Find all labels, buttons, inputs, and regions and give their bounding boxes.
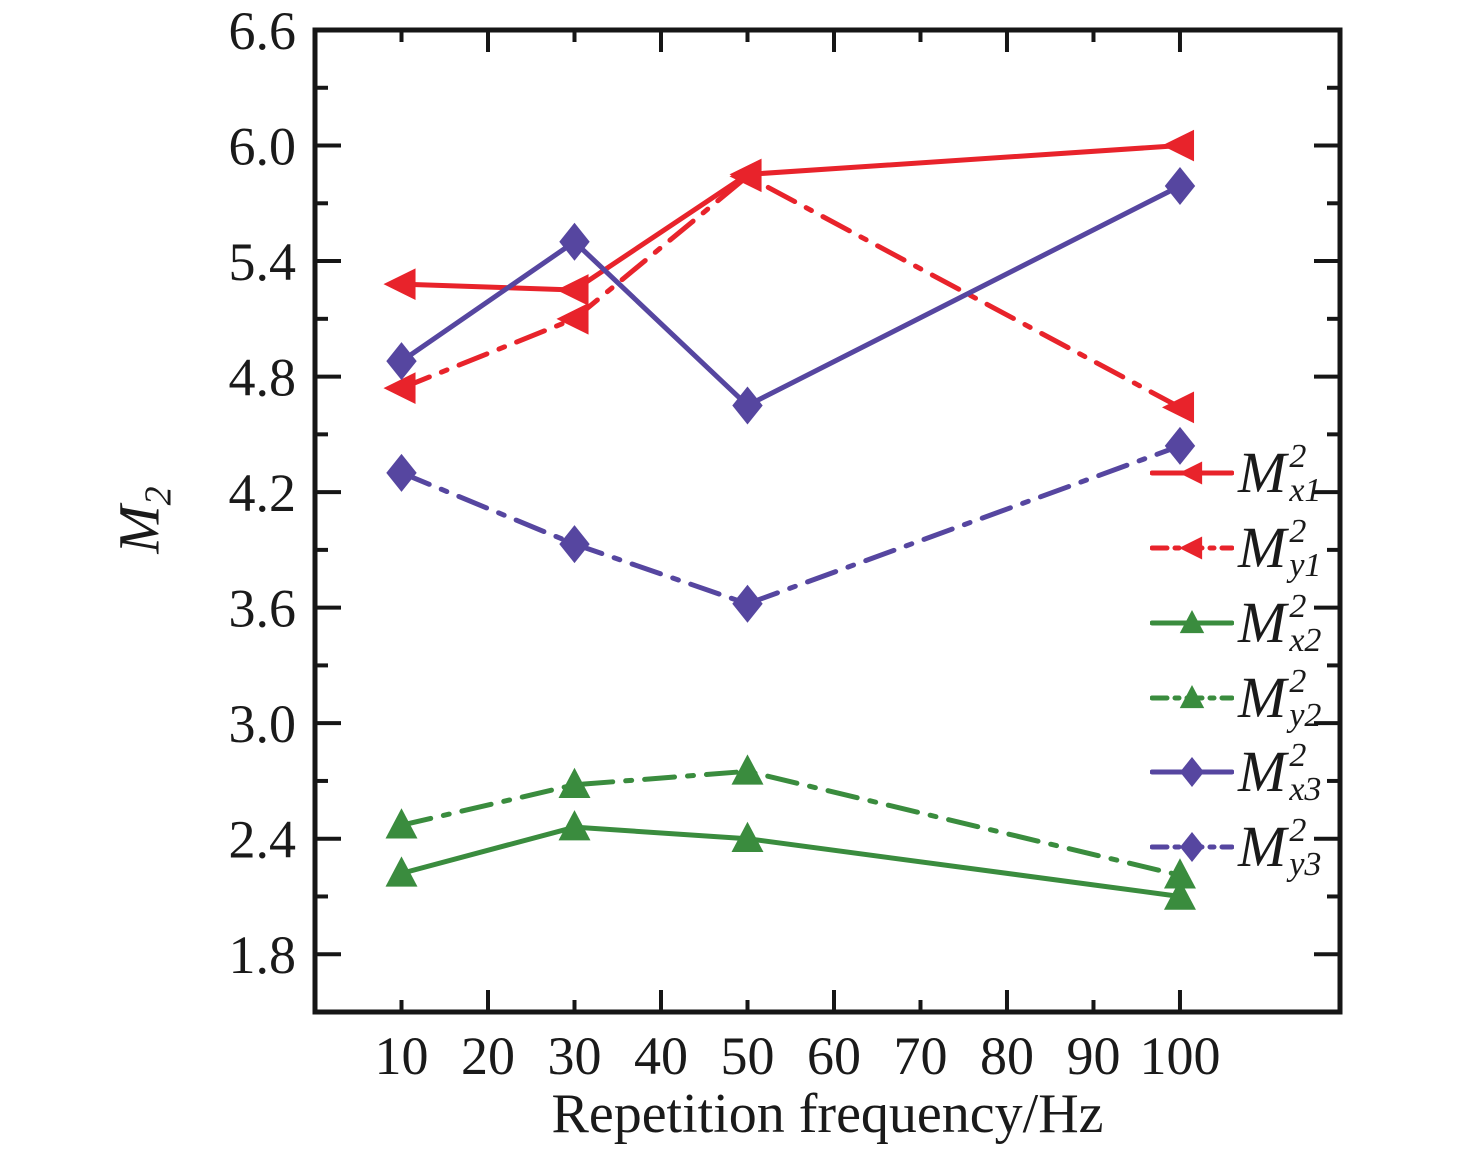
legend-label-main: M xyxy=(1238,590,1287,655)
legend-item-m2y1: M 2 y1 xyxy=(1150,510,1321,586)
series-M2_y1-marker xyxy=(729,160,762,193)
series-M2_x1-marker xyxy=(383,268,416,301)
series-M2_y1-marker xyxy=(383,372,416,404)
y-axis-title-symbol: M xyxy=(106,505,172,554)
x-tick-label: 60 xyxy=(807,1026,861,1086)
legend-M2_y3-marker xyxy=(1180,832,1204,862)
tick-labels: 10 20 30 40 50 60 70 80 90 100 1.8 2.4 3.0 3.6 4.2 4.8 5… xyxy=(229,1,1221,1086)
legend-label-sup: 2 xyxy=(1289,438,1307,475)
legend-item-m2x2: M 2 x2 xyxy=(1150,585,1321,661)
legend-label-main: M xyxy=(1238,440,1287,505)
x-tick-label: 80 xyxy=(980,1026,1034,1086)
legend-sample-m2y3-icon xyxy=(1150,832,1234,862)
legend-label-m2x3: M 2 x3 xyxy=(1238,737,1322,808)
legend-label-sup: 2 xyxy=(1289,588,1307,625)
legend-sample-m2y2-icon xyxy=(1150,685,1234,709)
series-line-M2_y3 xyxy=(398,443,1183,607)
y-axis-title-subscript: 2 xyxy=(137,486,180,506)
legend-label-m2x2: M 2 x2 xyxy=(1238,588,1322,659)
series-M2_x2-marker xyxy=(1163,879,1196,910)
legend-label-main: M xyxy=(1238,814,1287,879)
series-M2_y3-marker xyxy=(732,584,763,623)
legend-label-sub: x3 xyxy=(1289,771,1322,808)
legend-label-sup: 2 xyxy=(1289,737,1307,774)
legend-label-sub: x2 xyxy=(1289,622,1322,659)
series-M2_y2-marker xyxy=(731,754,764,785)
x-tick-label: 40 xyxy=(634,1026,688,1086)
y-tick-label: 3.6 xyxy=(229,579,297,639)
series-M2_x2-marker xyxy=(385,856,418,887)
legend-item-m2x1: M 2 x1 xyxy=(1150,435,1321,511)
legend-label-m2x1: M 2 x1 xyxy=(1238,438,1322,509)
series-M2_y2-marker xyxy=(1163,858,1196,889)
series-M2_x3-marker xyxy=(386,342,417,381)
legend-M2_y2-marker xyxy=(1179,685,1205,709)
series-M2_x3-marker xyxy=(732,386,763,425)
legend-sample-m2x3-icon xyxy=(1150,757,1234,787)
series-M2_x3-marker xyxy=(1164,166,1196,205)
series-M2_x2-marker xyxy=(558,810,591,841)
x-tick-label: 70 xyxy=(893,1026,947,1086)
series-M2_y3-marker xyxy=(386,453,417,492)
series-line-M2_x1 xyxy=(398,143,1183,293)
y-tick-label: 4.8 xyxy=(229,348,297,408)
legend-label-sub: y3 xyxy=(1289,846,1322,883)
legend-item-m2x3: M 2 x3 xyxy=(1150,734,1321,810)
legend-label-m2y2: M 2 y2 xyxy=(1238,663,1322,734)
legend-M2_x3-marker xyxy=(1180,757,1204,787)
y-axis-title: M2 xyxy=(106,486,181,553)
series-M2_y1-marker xyxy=(556,302,589,335)
legend-sample-m2y1-icon xyxy=(1150,536,1234,560)
legend-item-m2y3: M 2 y3 xyxy=(1150,809,1321,885)
x-axis-title: Repetition frequency/Hz xyxy=(551,1083,1104,1145)
legend-label-main: M xyxy=(1238,515,1287,580)
x-tick-label: 30 xyxy=(547,1026,601,1086)
y-tick-label: 6.0 xyxy=(229,117,297,177)
y-tick-label: 5.4 xyxy=(229,232,297,292)
legend-sample-m2x1-icon xyxy=(1150,461,1234,485)
x-tick-label: 100 xyxy=(1139,1026,1220,1086)
series-line-M2_y1 xyxy=(398,173,1183,410)
legend-label-m2y3: M 2 y3 xyxy=(1238,812,1322,883)
legend-label-sub: x1 xyxy=(1289,472,1322,509)
legend-label-sub: y1 xyxy=(1289,547,1322,584)
legend-sample-m2x2-icon xyxy=(1150,610,1234,634)
x-tick-label: 90 xyxy=(1066,1026,1120,1086)
series-M2_x1-marker xyxy=(556,274,589,306)
ticks xyxy=(315,30,1340,1012)
legend-label-main: M xyxy=(1238,739,1287,804)
legend-M2_y1-marker xyxy=(1179,536,1203,560)
y-tick-label: 1.8 xyxy=(229,925,297,985)
series-M2_y1-marker xyxy=(1161,391,1195,424)
legend-label-m2y1: M 2 y1 xyxy=(1238,513,1322,584)
series-line-M2_x3 xyxy=(398,183,1183,408)
axes-frame xyxy=(312,27,1343,1015)
y-tick-label: 6.6 xyxy=(229,1,297,61)
legend-label-sup: 2 xyxy=(1289,812,1307,849)
x-tick-label: 50 xyxy=(720,1026,774,1086)
series-M2_y3-marker xyxy=(559,525,590,564)
series-M2_y3-marker xyxy=(1164,426,1196,465)
x-tick-label: 20 xyxy=(461,1026,515,1086)
series-M2_x2-marker xyxy=(731,821,764,852)
series-line-M2_y2 xyxy=(398,768,1183,878)
series-M2_y2-marker xyxy=(385,808,418,839)
y-tick-label: 3.0 xyxy=(229,694,297,754)
legend-item-m2y2: M 2 y2 xyxy=(1150,660,1321,736)
legend-M2_x2-marker xyxy=(1179,610,1205,634)
legend-label-sup: 2 xyxy=(1289,513,1307,550)
series-line-M2_x2 xyxy=(398,824,1183,899)
y-tick-label: 2.4 xyxy=(229,810,297,870)
legend-label-sup: 2 xyxy=(1289,663,1307,700)
series-M2_y2-marker xyxy=(558,767,591,799)
series-M2_x3-marker xyxy=(559,222,590,261)
legend-label-main: M xyxy=(1238,665,1287,730)
series-M2_x1-marker xyxy=(1161,129,1195,162)
x-tick-label: 10 xyxy=(374,1026,428,1086)
legend-M2_x1-marker xyxy=(1179,461,1203,485)
y-tick-label: 4.2 xyxy=(229,463,297,523)
legend-label-sub: y2 xyxy=(1289,697,1322,734)
